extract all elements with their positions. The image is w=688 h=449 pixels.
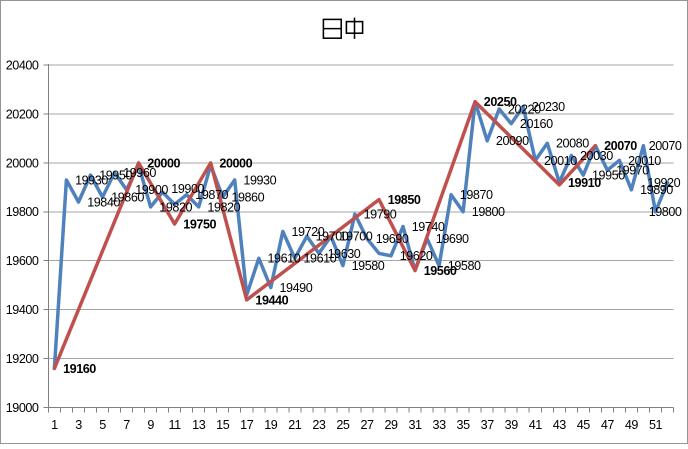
svg-text:27: 27 bbox=[360, 418, 374, 432]
svg-text:21: 21 bbox=[288, 418, 302, 432]
svg-text:19970: 19970 bbox=[616, 164, 649, 178]
svg-text:19610: 19610 bbox=[268, 252, 301, 266]
svg-text:35: 35 bbox=[457, 418, 471, 432]
svg-text:19920: 19920 bbox=[647, 176, 680, 190]
svg-text:7: 7 bbox=[123, 418, 130, 432]
svg-text:19490: 19490 bbox=[280, 281, 313, 295]
svg-text:20400: 20400 bbox=[6, 58, 39, 72]
svg-text:19820: 19820 bbox=[207, 200, 240, 214]
svg-text:23: 23 bbox=[312, 418, 326, 432]
svg-text:19700: 19700 bbox=[316, 230, 349, 244]
svg-text:11: 11 bbox=[169, 418, 182, 432]
svg-text:20030: 20030 bbox=[580, 149, 613, 163]
svg-text:9: 9 bbox=[147, 418, 154, 432]
svg-text:19910: 19910 bbox=[568, 176, 601, 190]
svg-text:47: 47 bbox=[601, 418, 615, 432]
svg-text:20010: 20010 bbox=[628, 154, 661, 168]
svg-text:19950: 19950 bbox=[99, 169, 132, 183]
svg-text:1: 1 bbox=[51, 418, 58, 432]
svg-text:37: 37 bbox=[481, 418, 495, 432]
svg-text:19440: 19440 bbox=[255, 293, 288, 307]
svg-text:19690: 19690 bbox=[436, 232, 469, 246]
svg-text:19200: 19200 bbox=[6, 352, 39, 366]
svg-text:41: 41 bbox=[529, 418, 543, 432]
svg-text:19560: 19560 bbox=[424, 264, 457, 278]
svg-text:19800: 19800 bbox=[6, 205, 39, 219]
svg-text:19900: 19900 bbox=[171, 182, 204, 196]
svg-text:19580: 19580 bbox=[352, 259, 385, 273]
svg-text:19960: 19960 bbox=[123, 166, 156, 180]
svg-text:20000: 20000 bbox=[6, 156, 39, 170]
svg-text:19890: 19890 bbox=[640, 183, 673, 197]
svg-text:19620: 19620 bbox=[400, 249, 433, 263]
svg-text:19860: 19860 bbox=[111, 191, 144, 205]
svg-text:19750: 19750 bbox=[183, 217, 216, 231]
svg-text:31: 31 bbox=[408, 418, 422, 432]
svg-text:19950: 19950 bbox=[592, 169, 625, 183]
svg-text:19000: 19000 bbox=[6, 401, 39, 415]
svg-text:19700: 19700 bbox=[340, 230, 373, 244]
svg-text:20230: 20230 bbox=[532, 100, 565, 114]
svg-text:51: 51 bbox=[649, 418, 663, 432]
svg-text:19720: 19720 bbox=[292, 225, 325, 239]
svg-text:20250: 20250 bbox=[484, 95, 517, 109]
svg-text:43: 43 bbox=[553, 418, 567, 432]
svg-text:19930: 19930 bbox=[243, 173, 276, 187]
svg-text:19930: 19930 bbox=[75, 173, 108, 187]
svg-text:19840: 19840 bbox=[87, 195, 120, 209]
svg-text:19850: 19850 bbox=[388, 193, 421, 207]
svg-text:19600: 19600 bbox=[6, 254, 39, 268]
svg-text:19790: 19790 bbox=[364, 208, 397, 222]
svg-text:5: 5 bbox=[99, 418, 106, 432]
svg-text:3: 3 bbox=[75, 418, 82, 432]
svg-text:19870: 19870 bbox=[195, 188, 228, 202]
svg-text:13: 13 bbox=[192, 418, 206, 432]
svg-text:19820: 19820 bbox=[159, 200, 192, 214]
svg-text:20000: 20000 bbox=[147, 156, 180, 170]
svg-text:19160: 19160 bbox=[63, 362, 96, 376]
svg-text:20070: 20070 bbox=[649, 139, 682, 153]
svg-text:20070: 20070 bbox=[604, 139, 637, 153]
svg-text:19870: 19870 bbox=[460, 188, 493, 202]
svg-text:19690: 19690 bbox=[376, 232, 409, 246]
svg-text:39: 39 bbox=[505, 418, 519, 432]
svg-text:20220: 20220 bbox=[508, 102, 541, 116]
svg-text:20090: 20090 bbox=[496, 134, 529, 148]
svg-text:19580: 19580 bbox=[448, 259, 481, 273]
svg-text:15: 15 bbox=[216, 418, 230, 432]
svg-text:19800: 19800 bbox=[649, 205, 682, 219]
svg-text:20000: 20000 bbox=[219, 156, 252, 170]
svg-text:19400: 19400 bbox=[6, 303, 39, 317]
svg-text:19610: 19610 bbox=[304, 252, 337, 266]
svg-text:19: 19 bbox=[264, 418, 278, 432]
svg-text:19800: 19800 bbox=[472, 205, 505, 219]
svg-text:17: 17 bbox=[240, 418, 254, 432]
svg-text:33: 33 bbox=[433, 418, 447, 432]
svg-text:20160: 20160 bbox=[520, 117, 553, 131]
svg-text:19900: 19900 bbox=[135, 183, 168, 197]
svg-text:49: 49 bbox=[625, 418, 639, 432]
svg-text:29: 29 bbox=[384, 418, 398, 432]
svg-text:20010: 20010 bbox=[544, 154, 577, 168]
svg-text:20080: 20080 bbox=[556, 137, 589, 151]
svg-text:19630: 19630 bbox=[328, 247, 361, 261]
svg-text:20200: 20200 bbox=[6, 107, 39, 121]
svg-text:25: 25 bbox=[336, 418, 350, 432]
svg-text:19740: 19740 bbox=[412, 220, 445, 234]
svg-text:45: 45 bbox=[577, 418, 591, 432]
svg-text:19860: 19860 bbox=[231, 191, 264, 205]
